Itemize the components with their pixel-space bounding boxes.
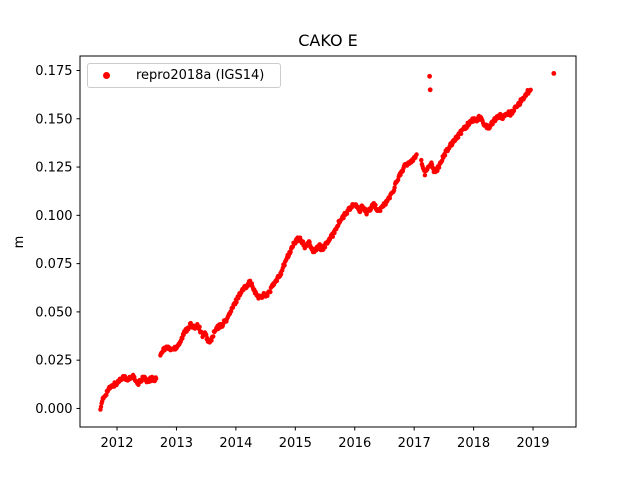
data-series xyxy=(98,71,557,412)
outlier-point xyxy=(551,71,557,76)
y-tick-label: 0.000 xyxy=(35,402,72,417)
x-tick-label: 2015 xyxy=(279,436,312,451)
x-tick-label: 2017 xyxy=(398,436,431,451)
y-tick-label: 0.125 xyxy=(35,161,72,176)
y-tick-label: 0.100 xyxy=(35,209,72,224)
outlier-point xyxy=(427,73,432,79)
x-tick-label: 2016 xyxy=(338,436,371,451)
y-tick-label: 0.050 xyxy=(35,305,72,320)
legend-entry-label: repro2018a (IGS14) xyxy=(136,68,265,83)
x-tick-label: 2013 xyxy=(160,436,193,451)
chart-title: CAKO E xyxy=(298,31,358,50)
x-tick-label: 2019 xyxy=(516,436,549,451)
axes-frame xyxy=(79,55,577,428)
legend: repro2018a (IGS14) xyxy=(87,63,281,88)
y-tick-label: 0.150 xyxy=(35,112,72,127)
x-tick-label: 2012 xyxy=(100,436,133,451)
y-tick-label: 0.175 xyxy=(35,64,72,79)
x-axis: 2012 2013 2014 2015 2016 2017 2018 2019 xyxy=(100,427,550,451)
y-tick-label: 0.075 xyxy=(35,257,72,272)
legend-dot-icon xyxy=(103,72,110,79)
outlier-point xyxy=(427,87,433,93)
y-axis: 0.000 0.025 0.050 0.075 0.100 0.125 0.150 0.175 xyxy=(35,64,80,417)
x-tick-label: 2014 xyxy=(219,436,252,451)
y-axis-label: m xyxy=(12,235,27,249)
y-tick-label: 0.025 xyxy=(35,354,72,369)
x-tick-label: 2018 xyxy=(457,436,490,451)
